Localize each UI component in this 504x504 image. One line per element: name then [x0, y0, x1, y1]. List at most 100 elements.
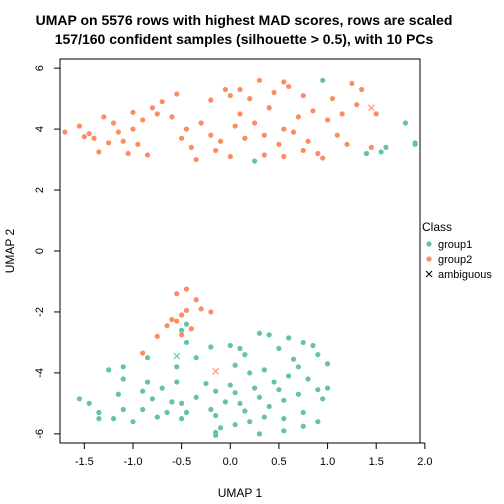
- group1-point: [300, 339, 306, 346]
- group2-point: [281, 126, 287, 132]
- group1-point: [247, 370, 253, 376]
- group2-point: [281, 153, 287, 160]
- group1-point: [320, 396, 326, 402]
- group1-point: [286, 335, 292, 341]
- ambiguous-point: [367, 104, 375, 112]
- group2-point: [334, 132, 340, 138]
- group2-point: [193, 297, 199, 303]
- group1-point: [140, 406, 146, 413]
- group1-point: [174, 364, 180, 370]
- x-tick-label: 0.5: [271, 456, 286, 468]
- group1-point: [208, 406, 214, 413]
- group2-point: [81, 134, 87, 140]
- group2-point: [140, 117, 146, 123]
- group2-point: [130, 126, 136, 132]
- group2-point: [208, 132, 214, 138]
- group2-point: [179, 312, 185, 318]
- group1-point: [295, 364, 301, 370]
- group2-point: [96, 149, 102, 155]
- group1-point: [213, 412, 219, 419]
- group1-point: [242, 352, 248, 358]
- group1-point: [276, 387, 282, 393]
- group1-point: [315, 419, 321, 425]
- group2-point: [169, 316, 175, 323]
- group1-point: [203, 380, 209, 387]
- group2-point: [286, 83, 292, 90]
- group2-point: [276, 141, 282, 147]
- group1-point: [242, 408, 248, 414]
- group1-point: [266, 403, 272, 410]
- group2-point: [106, 140, 112, 146]
- y-tick-label: -4: [34, 368, 46, 378]
- group2-point: [349, 80, 355, 86]
- legend-marker-ambiguous: [425, 270, 433, 278]
- group1-point: [130, 419, 136, 425]
- group1-point: [256, 431, 263, 437]
- group1-point: [324, 361, 331, 367]
- group2-point: [320, 155, 326, 161]
- group2-point: [174, 291, 180, 297]
- group2-point: [237, 86, 243, 93]
- group2-point: [217, 138, 224, 144]
- group2-point: [154, 333, 160, 339]
- group1-point: [120, 376, 126, 382]
- legend-label-ambiguous: ambiguous: [438, 269, 492, 281]
- group2-point: [281, 79, 287, 85]
- group2-point: [208, 97, 214, 103]
- group1-point: [222, 399, 229, 405]
- chart-title: UMAP on 5576 rows with highest MAD score…: [36, 12, 453, 28]
- group2-point: [315, 150, 321, 157]
- group1-point: [310, 342, 316, 349]
- group1-point: [169, 399, 175, 405]
- group2-point: [183, 286, 190, 292]
- group2-point: [169, 114, 175, 120]
- group1-point: [96, 409, 102, 416]
- group2-point: [208, 309, 214, 315]
- group2-point: [310, 108, 316, 114]
- group2-point: [188, 144, 194, 150]
- group2-point: [368, 144, 374, 150]
- group2-point: [305, 138, 311, 144]
- ambiguous-point: [173, 352, 181, 360]
- legend-marker-group1: [426, 241, 432, 247]
- group2-point: [110, 120, 117, 126]
- group1-point: [154, 414, 160, 420]
- group1-point: [315, 387, 321, 393]
- group1-point: [261, 414, 267, 420]
- group1-point: [281, 428, 287, 434]
- group1-point: [232, 422, 238, 428]
- group2-point: [373, 111, 379, 117]
- group1-point: [227, 342, 233, 349]
- group2-point: [271, 89, 277, 96]
- y-tick-label: -2: [34, 307, 46, 317]
- group1-point: [412, 141, 418, 147]
- group2-point: [344, 141, 350, 147]
- x-tick-label: -1.0: [123, 456, 142, 468]
- group1-point: [208, 344, 214, 350]
- group1-point: [256, 330, 263, 336]
- y-tick-label: -6: [34, 429, 46, 439]
- group1-point: [290, 356, 297, 362]
- group2-point: [130, 109, 136, 115]
- x-tick-label: -0.5: [172, 456, 191, 468]
- group1-point: [179, 327, 185, 333]
- group1-point: [159, 385, 165, 391]
- group1-point: [300, 409, 306, 416]
- plot-frame: [59, 58, 421, 444]
- group2-point: [300, 147, 306, 154]
- group2-point: [101, 114, 107, 120]
- group2-point: [159, 99, 165, 105]
- y-tick-label: 6: [34, 65, 46, 71]
- group1-point: [140, 388, 146, 394]
- group1-point: [363, 150, 370, 157]
- group1-point: [144, 379, 151, 385]
- group1-point: [251, 158, 258, 164]
- group2-point: [174, 318, 180, 324]
- group2-point: [174, 91, 180, 97]
- x-tick-label: 1.5: [369, 456, 384, 468]
- y-tick-label: 0: [34, 248, 46, 254]
- group1-point: [179, 416, 185, 422]
- group2-point: [144, 152, 151, 158]
- group2-point: [213, 147, 219, 154]
